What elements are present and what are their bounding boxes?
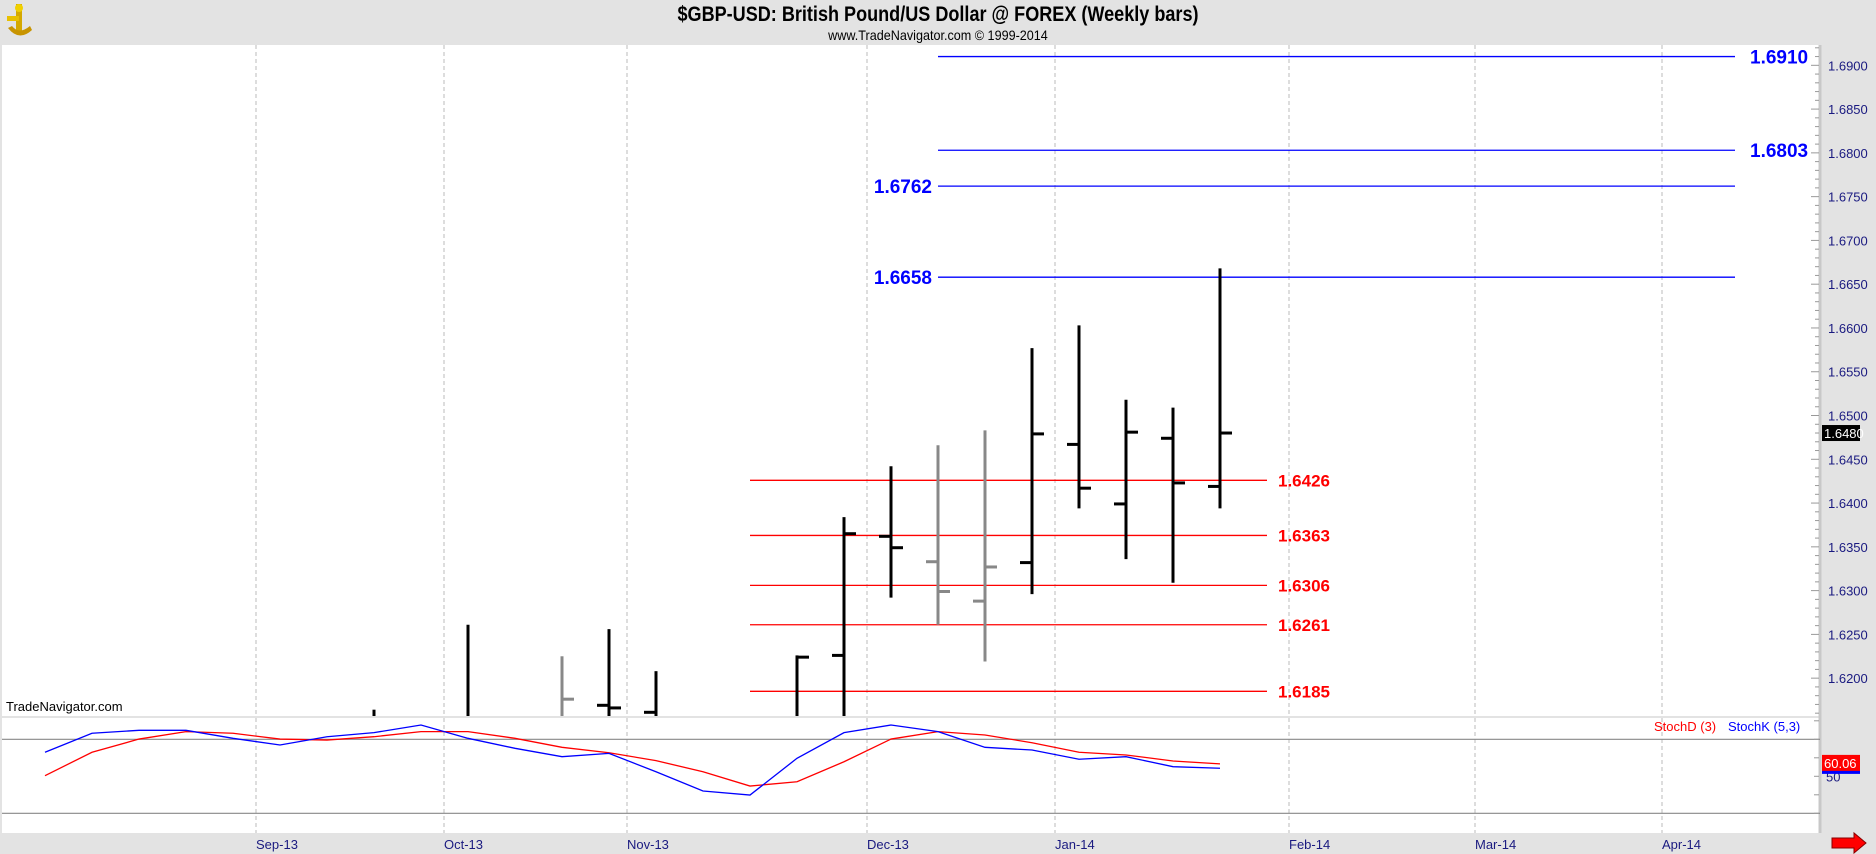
y-tick-label: 1.6200 (1828, 671, 1868, 686)
stoch-k-value-tag (1822, 769, 1860, 774)
x-tick-label: Oct-13 (444, 837, 483, 852)
watermark: TradeNavigator.com (6, 699, 123, 714)
y-tick-label: 1.6450 (1828, 452, 1868, 467)
y-tick-label: 1.6400 (1828, 496, 1868, 511)
y-tick-label: 1.6800 (1828, 146, 1868, 161)
level-label: 1.6658 (874, 268, 932, 289)
y-tick-label: 1.6750 (1828, 190, 1868, 205)
stoch-d-value-tag (1822, 754, 1860, 771)
chart-title: $GBP-USD: British Pound/US Dollar @ FORE… (677, 3, 1199, 26)
y-tick-label: 1.6350 (1828, 540, 1868, 555)
y-tick-label: 1.6850 (1828, 102, 1868, 117)
stoch-d-line (44, 730, 1221, 787)
price-panel (2, 45, 1820, 716)
chart-subtitle: www.TradeNavigator.com © 1999-2014 (828, 27, 1048, 43)
y-tick-label: 1.6250 (1828, 627, 1868, 642)
ohlc-bar (1020, 348, 1044, 595)
y-tick-label: 1.6300 (1828, 584, 1868, 599)
last-price-tag (1822, 425, 1860, 442)
ohlc-bar (644, 671, 658, 716)
level-label: 1.6261 (1278, 616, 1330, 635)
ohlc-bar (832, 517, 856, 716)
scroll-right-arrow-icon[interactable] (1831, 831, 1867, 854)
x-tick-label: Nov-13 (627, 837, 669, 852)
trade-navigator-logo (4, 2, 44, 42)
stoch-d-value-label: 60.06 (1824, 756, 1857, 771)
ohlc-bar (973, 430, 997, 662)
x-tick-label: Sep-13 (256, 837, 298, 852)
y-tick-label: 1.6550 (1828, 365, 1868, 380)
ohlc-bar (597, 629, 621, 716)
level-label: 1.6910 (1750, 48, 1808, 69)
y-tick-label: 1.6500 (1828, 409, 1868, 424)
legend-stoch-d: StochD (3) (1654, 719, 1716, 734)
level-label: 1.6363 (1278, 526, 1330, 545)
ohlc-bar (1067, 325, 1091, 509)
y-tick-label: 1.6700 (1828, 233, 1868, 248)
ohlc-bar (1161, 407, 1185, 583)
y-tick-label: 1.6650 (1828, 277, 1868, 292)
ohlc-bar (795, 655, 809, 716)
x-tick-label: Jan-14 (1055, 837, 1095, 852)
last-price-label: 1.6480 (1824, 426, 1864, 441)
x-tick-label: Apr-14 (1662, 837, 1701, 852)
level-label: 1.6185 (1278, 682, 1330, 701)
level-label: 1.6762 (874, 177, 932, 198)
level-label: 1.6803 (1750, 141, 1808, 162)
x-tick-label: Dec-13 (867, 837, 909, 852)
x-tick-label: Mar-14 (1475, 837, 1516, 852)
y-tick-label: 1.6900 (1828, 58, 1868, 73)
y-tick-label: 1.6600 (1828, 321, 1868, 336)
stoch-k-line (44, 724, 1221, 796)
ohlc-bar (1114, 399, 1138, 560)
ohlc-bar (926, 445, 950, 625)
level-label: 1.6426 (1278, 471, 1330, 490)
ohlc-bar (560, 656, 574, 716)
level-label: 1.6306 (1278, 576, 1330, 595)
ohlc-bar (879, 466, 903, 598)
legend-stoch-k: StochK (5,3) (1728, 719, 1800, 734)
ohlc-bar (1208, 268, 1232, 509)
x-tick-label: Feb-14 (1289, 837, 1330, 852)
